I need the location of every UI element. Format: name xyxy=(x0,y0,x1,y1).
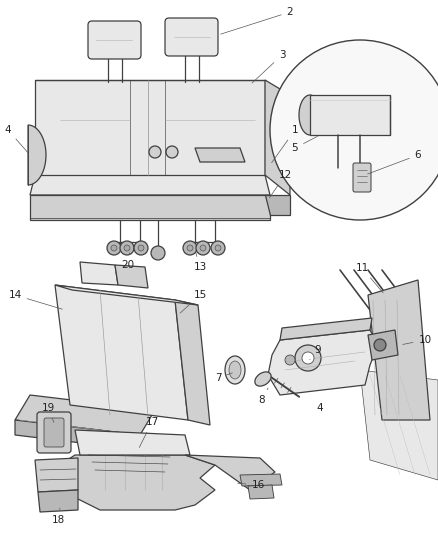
Text: 13: 13 xyxy=(193,253,207,272)
Circle shape xyxy=(107,241,121,255)
Circle shape xyxy=(187,245,193,251)
Text: 8: 8 xyxy=(259,388,268,405)
Circle shape xyxy=(138,245,144,251)
Text: 18: 18 xyxy=(51,508,65,525)
FancyBboxPatch shape xyxy=(37,412,71,453)
Polygon shape xyxy=(28,125,46,185)
Circle shape xyxy=(211,241,225,255)
Text: 2: 2 xyxy=(221,7,293,34)
Circle shape xyxy=(215,245,221,251)
Polygon shape xyxy=(368,330,398,360)
Circle shape xyxy=(295,345,321,371)
Polygon shape xyxy=(55,285,188,420)
Text: 4: 4 xyxy=(5,125,28,153)
Ellipse shape xyxy=(229,361,241,379)
Polygon shape xyxy=(15,420,140,450)
Text: 17: 17 xyxy=(139,417,159,448)
Text: 14: 14 xyxy=(8,290,62,309)
Polygon shape xyxy=(310,95,390,135)
Circle shape xyxy=(302,352,314,364)
Circle shape xyxy=(374,339,386,351)
Text: 4: 4 xyxy=(317,403,323,413)
Polygon shape xyxy=(115,265,148,288)
Polygon shape xyxy=(38,490,78,512)
Polygon shape xyxy=(175,300,210,425)
Polygon shape xyxy=(240,474,282,486)
Circle shape xyxy=(111,245,117,251)
Polygon shape xyxy=(360,370,438,480)
FancyBboxPatch shape xyxy=(44,418,64,447)
Circle shape xyxy=(285,355,295,365)
Circle shape xyxy=(149,146,161,158)
Circle shape xyxy=(200,245,206,251)
Circle shape xyxy=(196,241,210,255)
Polygon shape xyxy=(55,455,215,510)
Text: 1: 1 xyxy=(272,125,298,163)
Text: 20: 20 xyxy=(121,253,134,270)
FancyBboxPatch shape xyxy=(165,18,218,56)
Text: 6: 6 xyxy=(367,150,421,174)
Polygon shape xyxy=(280,318,372,340)
Text: 3: 3 xyxy=(252,50,285,83)
Polygon shape xyxy=(185,455,275,490)
Text: 7: 7 xyxy=(215,373,233,383)
Polygon shape xyxy=(195,148,245,162)
FancyBboxPatch shape xyxy=(353,163,371,192)
Polygon shape xyxy=(265,80,290,195)
Text: 15: 15 xyxy=(180,290,207,313)
Polygon shape xyxy=(55,285,198,305)
Ellipse shape xyxy=(299,95,321,135)
Polygon shape xyxy=(35,80,265,175)
Polygon shape xyxy=(35,458,78,492)
Polygon shape xyxy=(15,395,155,435)
Text: 5: 5 xyxy=(292,136,318,153)
Circle shape xyxy=(183,241,197,255)
Text: 16: 16 xyxy=(238,480,265,490)
Polygon shape xyxy=(268,330,378,395)
FancyBboxPatch shape xyxy=(88,21,141,59)
Circle shape xyxy=(120,241,134,255)
Circle shape xyxy=(151,246,165,260)
Polygon shape xyxy=(30,175,270,195)
Polygon shape xyxy=(80,262,118,285)
Polygon shape xyxy=(265,195,290,215)
Text: 9: 9 xyxy=(310,345,321,360)
Circle shape xyxy=(166,146,178,158)
Circle shape xyxy=(124,245,130,251)
Polygon shape xyxy=(30,195,270,220)
Polygon shape xyxy=(75,430,190,455)
Ellipse shape xyxy=(225,356,245,384)
Polygon shape xyxy=(368,280,430,420)
Ellipse shape xyxy=(255,372,271,386)
Text: 10: 10 xyxy=(403,335,431,345)
Text: 11: 11 xyxy=(355,263,383,293)
Circle shape xyxy=(134,241,148,255)
Polygon shape xyxy=(248,485,274,499)
Text: 12: 12 xyxy=(269,170,292,198)
Text: 19: 19 xyxy=(41,403,55,423)
Circle shape xyxy=(270,40,438,220)
